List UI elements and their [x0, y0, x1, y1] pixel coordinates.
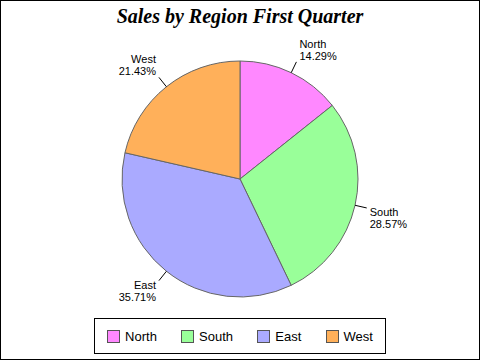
svg-text:South28.57%: South28.57% [370, 206, 408, 230]
html-text:North: North [125, 328, 157, 344]
svg-text:North14.29%: North14.29% [299, 38, 337, 62]
html-text:West: West [343, 328, 373, 344]
html-text:Sales by Region First Quarter: Sales by Region First Quarter [116, 5, 364, 27]
svg-text:East35.71%: East35.71% [119, 279, 157, 303]
svg-text:West21.43%: West21.43% [119, 53, 157, 77]
html-text:South: South [199, 328, 234, 344]
html-text:East: East [275, 328, 302, 344]
